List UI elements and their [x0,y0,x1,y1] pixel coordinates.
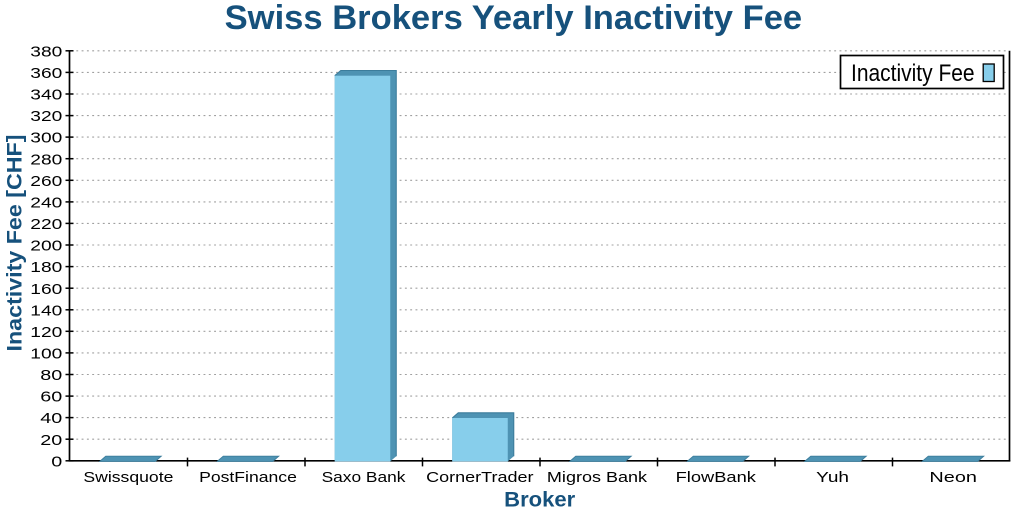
svg-text:Inactivity Fee [CHF]: Inactivity Fee [CHF] [4,135,27,352]
svg-text:100: 100 [30,346,62,363]
svg-text:280: 280 [30,151,62,168]
svg-text:Swiss Brokers Yearly Inactivit: Swiss Brokers Yearly Inactivity Fee [225,0,803,37]
svg-text:Swissquote: Swissquote [83,469,173,486]
svg-text:PostFinance: PostFinance [199,469,297,486]
svg-text:380: 380 [30,43,62,60]
svg-text:120: 120 [30,324,62,341]
svg-text:300: 300 [30,130,62,147]
svg-text:FlowBank: FlowBank [676,469,757,486]
svg-text:240: 240 [30,195,62,212]
svg-text:180: 180 [30,259,62,276]
svg-text:Broker: Broker [504,489,575,512]
svg-text:CornerTrader: CornerTrader [426,469,533,486]
svg-text:220: 220 [30,216,62,233]
svg-text:Yuh: Yuh [816,469,849,486]
svg-text:140: 140 [30,302,62,319]
svg-text:200: 200 [30,238,62,255]
svg-text:340: 340 [30,87,62,104]
svg-text:80: 80 [40,367,62,384]
svg-text:160: 160 [30,281,62,298]
svg-text:Migros Bank: Migros Bank [547,469,648,486]
svg-text:0: 0 [51,453,62,470]
svg-text:260: 260 [30,173,62,190]
svg-text:20: 20 [40,432,62,449]
svg-text:40: 40 [40,410,62,427]
svg-text:Neon: Neon [929,469,977,486]
svg-text:60: 60 [40,389,62,406]
svg-text:Inactivity Fee: Inactivity Fee [851,60,975,87]
svg-text:360: 360 [30,65,62,82]
svg-text:Saxo Bank: Saxo Bank [322,469,406,486]
svg-text:320: 320 [30,108,62,125]
